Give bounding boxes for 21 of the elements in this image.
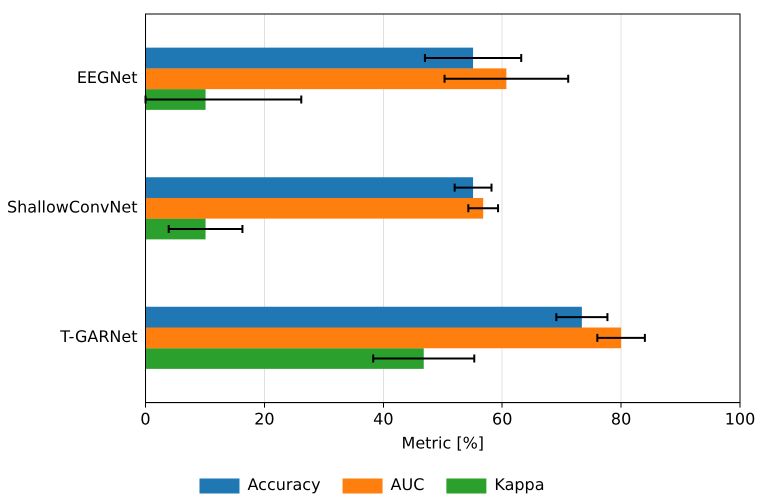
legend-label: Kappa <box>494 475 545 494</box>
x-tick-label: 40 <box>373 409 394 428</box>
y-tick-label: ShallowConvNet <box>6 197 138 216</box>
x-tick-label: 80 <box>610 409 632 428</box>
legend-label: Accuracy <box>247 475 321 494</box>
x-tick-label: 0 <box>140 409 151 428</box>
bar <box>146 218 206 240</box>
y-tick-label: EEGNet <box>76 68 138 87</box>
bar <box>146 306 582 328</box>
legend-label: AUC <box>390 475 424 494</box>
bar <box>146 198 484 219</box>
x-axis-title: Metric [%] <box>402 434 484 453</box>
bar <box>146 327 622 348</box>
x-tick-label: 60 <box>492 409 512 428</box>
bar <box>146 68 506 90</box>
bar <box>146 48 474 68</box>
y-tick-label: T-GARNet <box>59 326 138 346</box>
x-tick-label: 100 <box>724 409 756 428</box>
bar <box>146 348 424 369</box>
x-tick-label: 20 <box>254 409 275 428</box>
bar <box>146 177 474 198</box>
